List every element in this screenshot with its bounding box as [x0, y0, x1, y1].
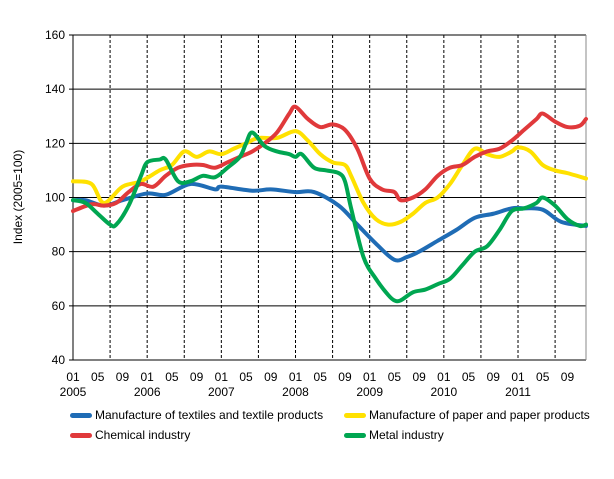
x-tick-label: 05: [536, 370, 550, 384]
y-axis-label: Index (2005=100): [11, 149, 25, 245]
legend-item-textiles: Manufacture of textiles and textile prod…: [70, 408, 323, 422]
x-tick-label: 01: [140, 370, 154, 384]
x-tick-label: 05: [239, 370, 253, 384]
series-line-1: [71, 129, 588, 227]
legend-label: Manufacture of textiles and textile prod…: [95, 408, 324, 422]
x-tick-label: 09: [412, 370, 426, 384]
y-tick-label: 160: [45, 28, 65, 42]
x-tick-label: 01: [215, 370, 229, 384]
x-year-label: 2011: [505, 385, 531, 399]
y-tick-label: 40: [52, 353, 66, 367]
x-tick-label: 05: [314, 370, 328, 384]
x-tick-label: 09: [561, 370, 575, 384]
series-line-0: [71, 181, 588, 263]
x-tick-label: 09: [487, 370, 501, 384]
x-year-label: 2010: [430, 385, 457, 399]
legend-label: Manufacture of paper and paper products: [369, 408, 590, 422]
x-year-label: 2006: [134, 385, 161, 399]
x-tick-label: 01: [363, 370, 377, 384]
x-tick-label: 01: [66, 370, 80, 384]
legend-label: Chemical industry: [95, 428, 191, 442]
x-year-label: 2005: [60, 385, 87, 399]
y-tick-label: 140: [45, 82, 65, 96]
x-tick-label: 05: [388, 370, 402, 384]
y-tick-label: 60: [52, 299, 66, 313]
y-tick-label: 100: [45, 191, 65, 205]
x-tick-label: 09: [190, 370, 204, 384]
x-year-label: 2007: [208, 385, 235, 399]
x-tick-label: 09: [264, 370, 278, 384]
x-year-label: 2009: [356, 385, 383, 399]
x-tick-label: 01: [437, 370, 451, 384]
y-tick-label: 80: [52, 245, 66, 259]
x-tick-label: 09: [338, 370, 352, 384]
legend-swatch: [70, 412, 92, 418]
legend-item-metal: Metal industry: [344, 428, 444, 442]
series-line-2: [71, 104, 588, 214]
legend-item-chemical: Chemical industry: [70, 428, 190, 442]
legend-swatch: [344, 412, 366, 418]
legend-label: Metal industry: [369, 428, 444, 442]
x-tick-label: 05: [165, 370, 179, 384]
legend-swatch: [344, 432, 366, 438]
y-tick-label: 120: [45, 136, 65, 150]
legend-swatch: [70, 432, 92, 438]
x-tick-label: 01: [289, 370, 303, 384]
legend-item-paper: Manufacture of paper and paper products: [344, 408, 590, 422]
x-year-label: 2008: [282, 385, 309, 399]
x-tick-label: 09: [116, 370, 130, 384]
x-tick-label: 01: [511, 370, 525, 384]
series-line-3: [71, 130, 588, 304]
x-tick-label: 05: [462, 370, 476, 384]
x-tick-label: 05: [91, 370, 105, 384]
